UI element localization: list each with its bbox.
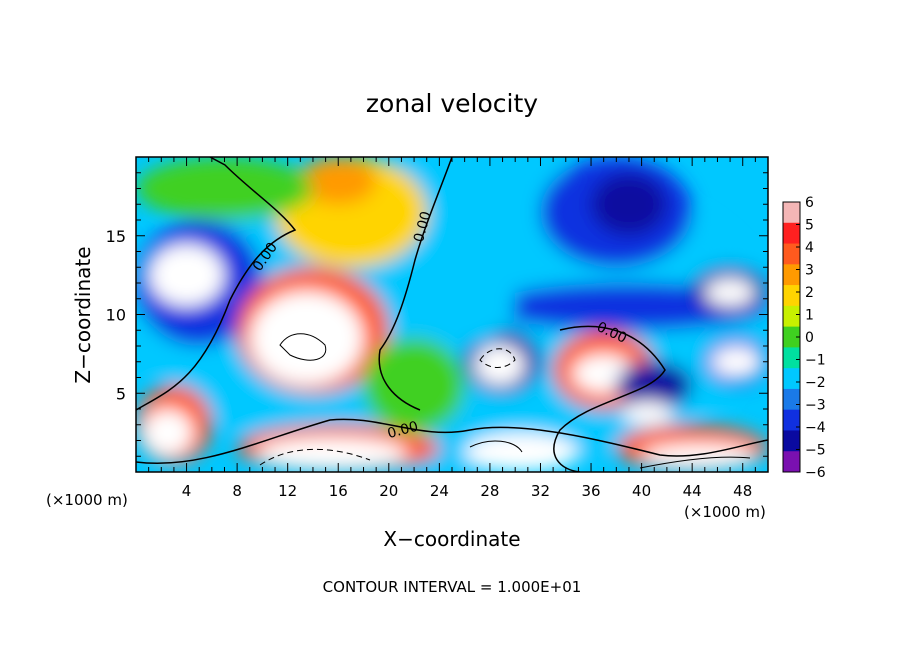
heatmap-region-27 bbox=[711, 346, 762, 378]
colorbar-tick-label: 0 bbox=[805, 330, 814, 346]
x-tick-label: 20 bbox=[379, 482, 398, 500]
x-tick-label: 8 bbox=[232, 482, 242, 500]
colorbar-swatch-4 bbox=[783, 285, 800, 307]
colorbar-swatch-10 bbox=[783, 409, 800, 431]
x-tick-label: 44 bbox=[683, 482, 702, 500]
heatmap-region-7 bbox=[249, 290, 364, 386]
colorbar-swatch-0 bbox=[783, 202, 800, 224]
colorbar-tick-label: −6 bbox=[805, 465, 826, 481]
colorbar-tick-label: −2 bbox=[805, 375, 826, 391]
colorbar-swatch-9 bbox=[783, 388, 800, 411]
heatmap-region-3 bbox=[136, 157, 313, 220]
colorbar-tick-label: 2 bbox=[805, 285, 814, 301]
heatmap-region-20 bbox=[622, 401, 674, 425]
heatmap-region-18 bbox=[474, 344, 526, 386]
x-tick-label: 36 bbox=[581, 482, 600, 500]
x-axis-ticks: 4 8 12 16 20 24 28 32 36 40 44 48 bbox=[148, 157, 769, 500]
heatmap-area: 0.000.000.000.00 bbox=[136, 157, 768, 472]
heatmap-region-25 bbox=[704, 278, 756, 307]
y-axis-label: Z−coordinate bbox=[71, 246, 95, 383]
y-tick-label: 10 bbox=[106, 306, 126, 325]
heatmap-region-28 bbox=[363, 338, 465, 433]
y-axis-ticks: 5 10 15 bbox=[106, 172, 768, 457]
colorbar-swatch-6 bbox=[783, 326, 800, 348]
colorbar-swatch-12 bbox=[783, 451, 800, 473]
colorbar-swatch-1 bbox=[783, 222, 800, 245]
x-tick-label: 32 bbox=[531, 482, 550, 500]
colorbar-swatch-3 bbox=[783, 264, 800, 286]
colorbar-tick-label: 6 bbox=[805, 195, 814, 211]
contour-line-negative-center bbox=[479, 348, 516, 368]
chart-title: zonal velocity bbox=[366, 89, 538, 118]
colorbar-tick-label: 3 bbox=[805, 263, 814, 279]
contour-label-2: 0.00 bbox=[386, 419, 420, 443]
heatmap-region-19 bbox=[616, 361, 693, 409]
contour-line-positive-bottom bbox=[469, 440, 523, 453]
y-tick-label: 15 bbox=[106, 227, 126, 246]
contour-line-bottom-right bbox=[639, 456, 751, 469]
colorbar-tick-label: 5 bbox=[805, 218, 814, 234]
contour-line-positive-left bbox=[279, 333, 327, 361]
heatmap-regions bbox=[136, 157, 768, 472]
colorbar-tick-label: 1 bbox=[805, 308, 814, 324]
colorbar-swatch-7 bbox=[783, 347, 800, 369]
heatmap-region-2 bbox=[300, 157, 377, 205]
x-unit-left: (×1000 m) bbox=[46, 491, 128, 509]
colorbar-tick-label: 4 bbox=[805, 240, 814, 256]
heatmap-region-11 bbox=[256, 437, 408, 469]
colorbar-tick-label: −1 bbox=[805, 353, 826, 369]
x-tick-label: 40 bbox=[632, 482, 651, 500]
contour-label-1: 0.00 bbox=[411, 210, 435, 244]
colorbar-swatch-8 bbox=[783, 368, 800, 390]
colorbar-tick-label: −3 bbox=[805, 398, 826, 414]
colorbar-swatch-2 bbox=[783, 243, 800, 265]
x-tick-label: 24 bbox=[430, 482, 449, 500]
contour-line-zero-center bbox=[378, 157, 453, 411]
colorbar: 6 5 4 3 2 1 0 −1 −2 −3 −4 −5 −6 bbox=[782, 195, 826, 481]
x-axis-label: X−coordinate bbox=[383, 527, 520, 551]
colorbar-swatch-11 bbox=[783, 430, 800, 452]
heatmap-region-9 bbox=[142, 409, 193, 457]
heatmap-region-12 bbox=[464, 432, 579, 472]
x-unit-right: (×1000 m) bbox=[684, 503, 766, 521]
colorbar-swatch-5 bbox=[783, 305, 800, 328]
x-tick-label: 4 bbox=[182, 482, 192, 500]
contour-lines bbox=[136, 157, 768, 472]
heatmap-region-23 bbox=[591, 172, 667, 236]
contour-line-zero-right bbox=[553, 325, 666, 472]
heatmap-region-5 bbox=[148, 243, 225, 307]
colorbar-tick-label: −5 bbox=[805, 443, 826, 459]
heatmap-region-29 bbox=[414, 251, 516, 346]
x-tick-label: 48 bbox=[733, 482, 752, 500]
colorbar-tick-label: −4 bbox=[805, 420, 826, 436]
contour-interval-footer: CONTOUR INTERVAL = 1.000E+01 bbox=[323, 578, 582, 596]
contour-line-zero-bottom bbox=[136, 418, 768, 465]
x-tick-label: 28 bbox=[480, 482, 499, 500]
x-tick-label: 16 bbox=[329, 482, 348, 500]
contour-line-negative-bottom bbox=[259, 448, 371, 466]
x-tick-label: 12 bbox=[278, 482, 297, 500]
y-tick-label: 5 bbox=[116, 384, 126, 403]
contour-line-zero-left bbox=[136, 157, 297, 411]
